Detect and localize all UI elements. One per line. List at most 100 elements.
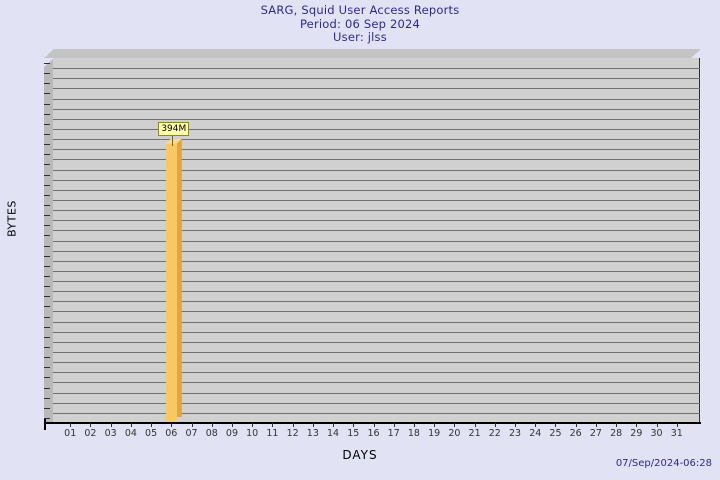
x-axis-tick-label: 04	[124, 428, 137, 439]
x-axis-tick	[292, 423, 294, 427]
y-axis-tick	[44, 144, 50, 146]
y-axis-line	[44, 418, 46, 430]
y-axis-tick	[44, 93, 50, 95]
y-axis-tick	[44, 205, 50, 206]
x-axis-tick	[90, 423, 92, 427]
gridline	[53, 68, 700, 70]
x-axis-tick-label: 07	[185, 428, 198, 439]
x-axis-tick-label: 18	[407, 428, 420, 439]
x-axis-tick	[70, 423, 72, 427]
y-axis-tick	[44, 73, 50, 75]
y-axis-tick	[44, 326, 50, 328]
plot-area	[53, 58, 700, 424]
gridline	[53, 301, 700, 303]
y-axis-tick	[44, 215, 50, 217]
x-axis-tick	[474, 423, 476, 427]
gridline	[53, 372, 700, 374]
y-axis-tick	[44, 357, 50, 359]
x-axis-tick	[353, 423, 355, 427]
x-axis-tick-label: 17	[387, 428, 400, 439]
y-axis-tick	[44, 346, 50, 348]
x-axis-tick-label: 03	[104, 428, 117, 439]
chart-title-block: SARG, Squid User Access Reports Period: …	[0, 3, 720, 45]
gridline	[53, 149, 700, 151]
x-axis-tick	[231, 423, 233, 427]
x-axis-tick-label: 16	[367, 428, 380, 439]
gridline	[53, 210, 700, 212]
gridline	[53, 169, 700, 171]
gridline	[53, 240, 700, 242]
x-axis-tick	[151, 423, 153, 427]
bar[interactable]	[165, 143, 177, 422]
x-axis-tick-label: 02	[84, 428, 97, 439]
x-axis-tick	[272, 423, 274, 427]
x-axis-tick-label: 13	[306, 428, 319, 439]
gridline	[53, 189, 700, 191]
gridline	[53, 199, 700, 201]
x-axis-tick-label: 09	[225, 428, 239, 439]
y-axis-tick	[44, 63, 50, 65]
x-axis-tick	[130, 423, 132, 427]
x-axis-tick	[171, 423, 173, 427]
y-axis-tick	[44, 134, 50, 136]
generated-timestamp: 07/Sep/2024-06:28	[615, 458, 712, 469]
x-axis-tick	[393, 423, 395, 427]
chart-period: Period: 06 Sep 2024	[299, 16, 421, 31]
x-axis-tick-label: 26	[569, 428, 582, 439]
x-axis-tick-label: 15	[347, 428, 360, 439]
gridline	[53, 220, 700, 222]
x-axis-tick-label: 19	[428, 428, 441, 439]
y-axis-tick	[44, 225, 50, 227]
x-axis-tick-label: 24	[529, 428, 542, 439]
gridline	[53, 311, 700, 313]
gridline	[53, 270, 700, 272]
y-axis-tick	[44, 367, 50, 369]
gridline	[53, 281, 700, 283]
gridline	[53, 412, 700, 414]
y-axis-tick	[44, 184, 50, 186]
x-axis-tick	[373, 423, 375, 427]
y-axis-tick	[44, 316, 50, 318]
y-axis-tick	[44, 164, 50, 166]
y-axis-labels: 5G4G2,6G1,92G1,39G1,01G734M533M387M281M2…	[0, 0, 53, 480]
x-axis-tick-label: 25	[549, 428, 562, 439]
x-axis-tick	[211, 423, 213, 427]
y-axis-tick	[44, 265, 50, 267]
x-axis-tick	[616, 423, 618, 427]
x-axis-tick-label: 22	[488, 428, 501, 439]
x-axis-tick-label: 28	[610, 428, 623, 439]
x-axis-tick-label: 01	[64, 428, 77, 439]
y-axis-tick	[44, 123, 50, 125]
gridline	[53, 230, 700, 232]
gridline	[53, 423, 700, 424]
x-axis-tick	[535, 423, 537, 427]
gridline	[53, 78, 700, 80]
x-axis-tick	[252, 423, 254, 427]
gridline	[53, 392, 700, 394]
x-axis-title: DAYS	[342, 448, 378, 462]
x-axis-tick	[191, 423, 193, 427]
x-axis-tick-label: 21	[468, 428, 481, 439]
x-axis-tick-label: 08	[205, 428, 218, 439]
gridline	[53, 402, 700, 404]
gridline	[53, 291, 700, 293]
gridline	[53, 88, 700, 90]
x-axis-tick	[413, 423, 415, 427]
y-axis-tick	[44, 245, 50, 247]
x-axis-tick-label: 12	[286, 428, 299, 439]
y-axis-tick	[44, 235, 50, 237]
x-axis-tick	[333, 423, 335, 427]
bar-top-face	[165, 138, 182, 144]
gridline	[53, 331, 700, 333]
y-axis-tick	[44, 286, 50, 288]
bar-side-face	[176, 138, 182, 417]
value-label-stem	[172, 134, 174, 146]
page-title: SARG, Squid User Access Reports	[260, 3, 460, 17]
gridline	[53, 321, 700, 323]
y-axis-tick	[44, 275, 50, 277]
x-axis-tick-label: 05	[145, 428, 158, 439]
y-axis-tick	[44, 306, 50, 308]
y-axis-tick	[44, 336, 50, 338]
gridline	[53, 139, 700, 141]
gridline	[53, 128, 700, 130]
